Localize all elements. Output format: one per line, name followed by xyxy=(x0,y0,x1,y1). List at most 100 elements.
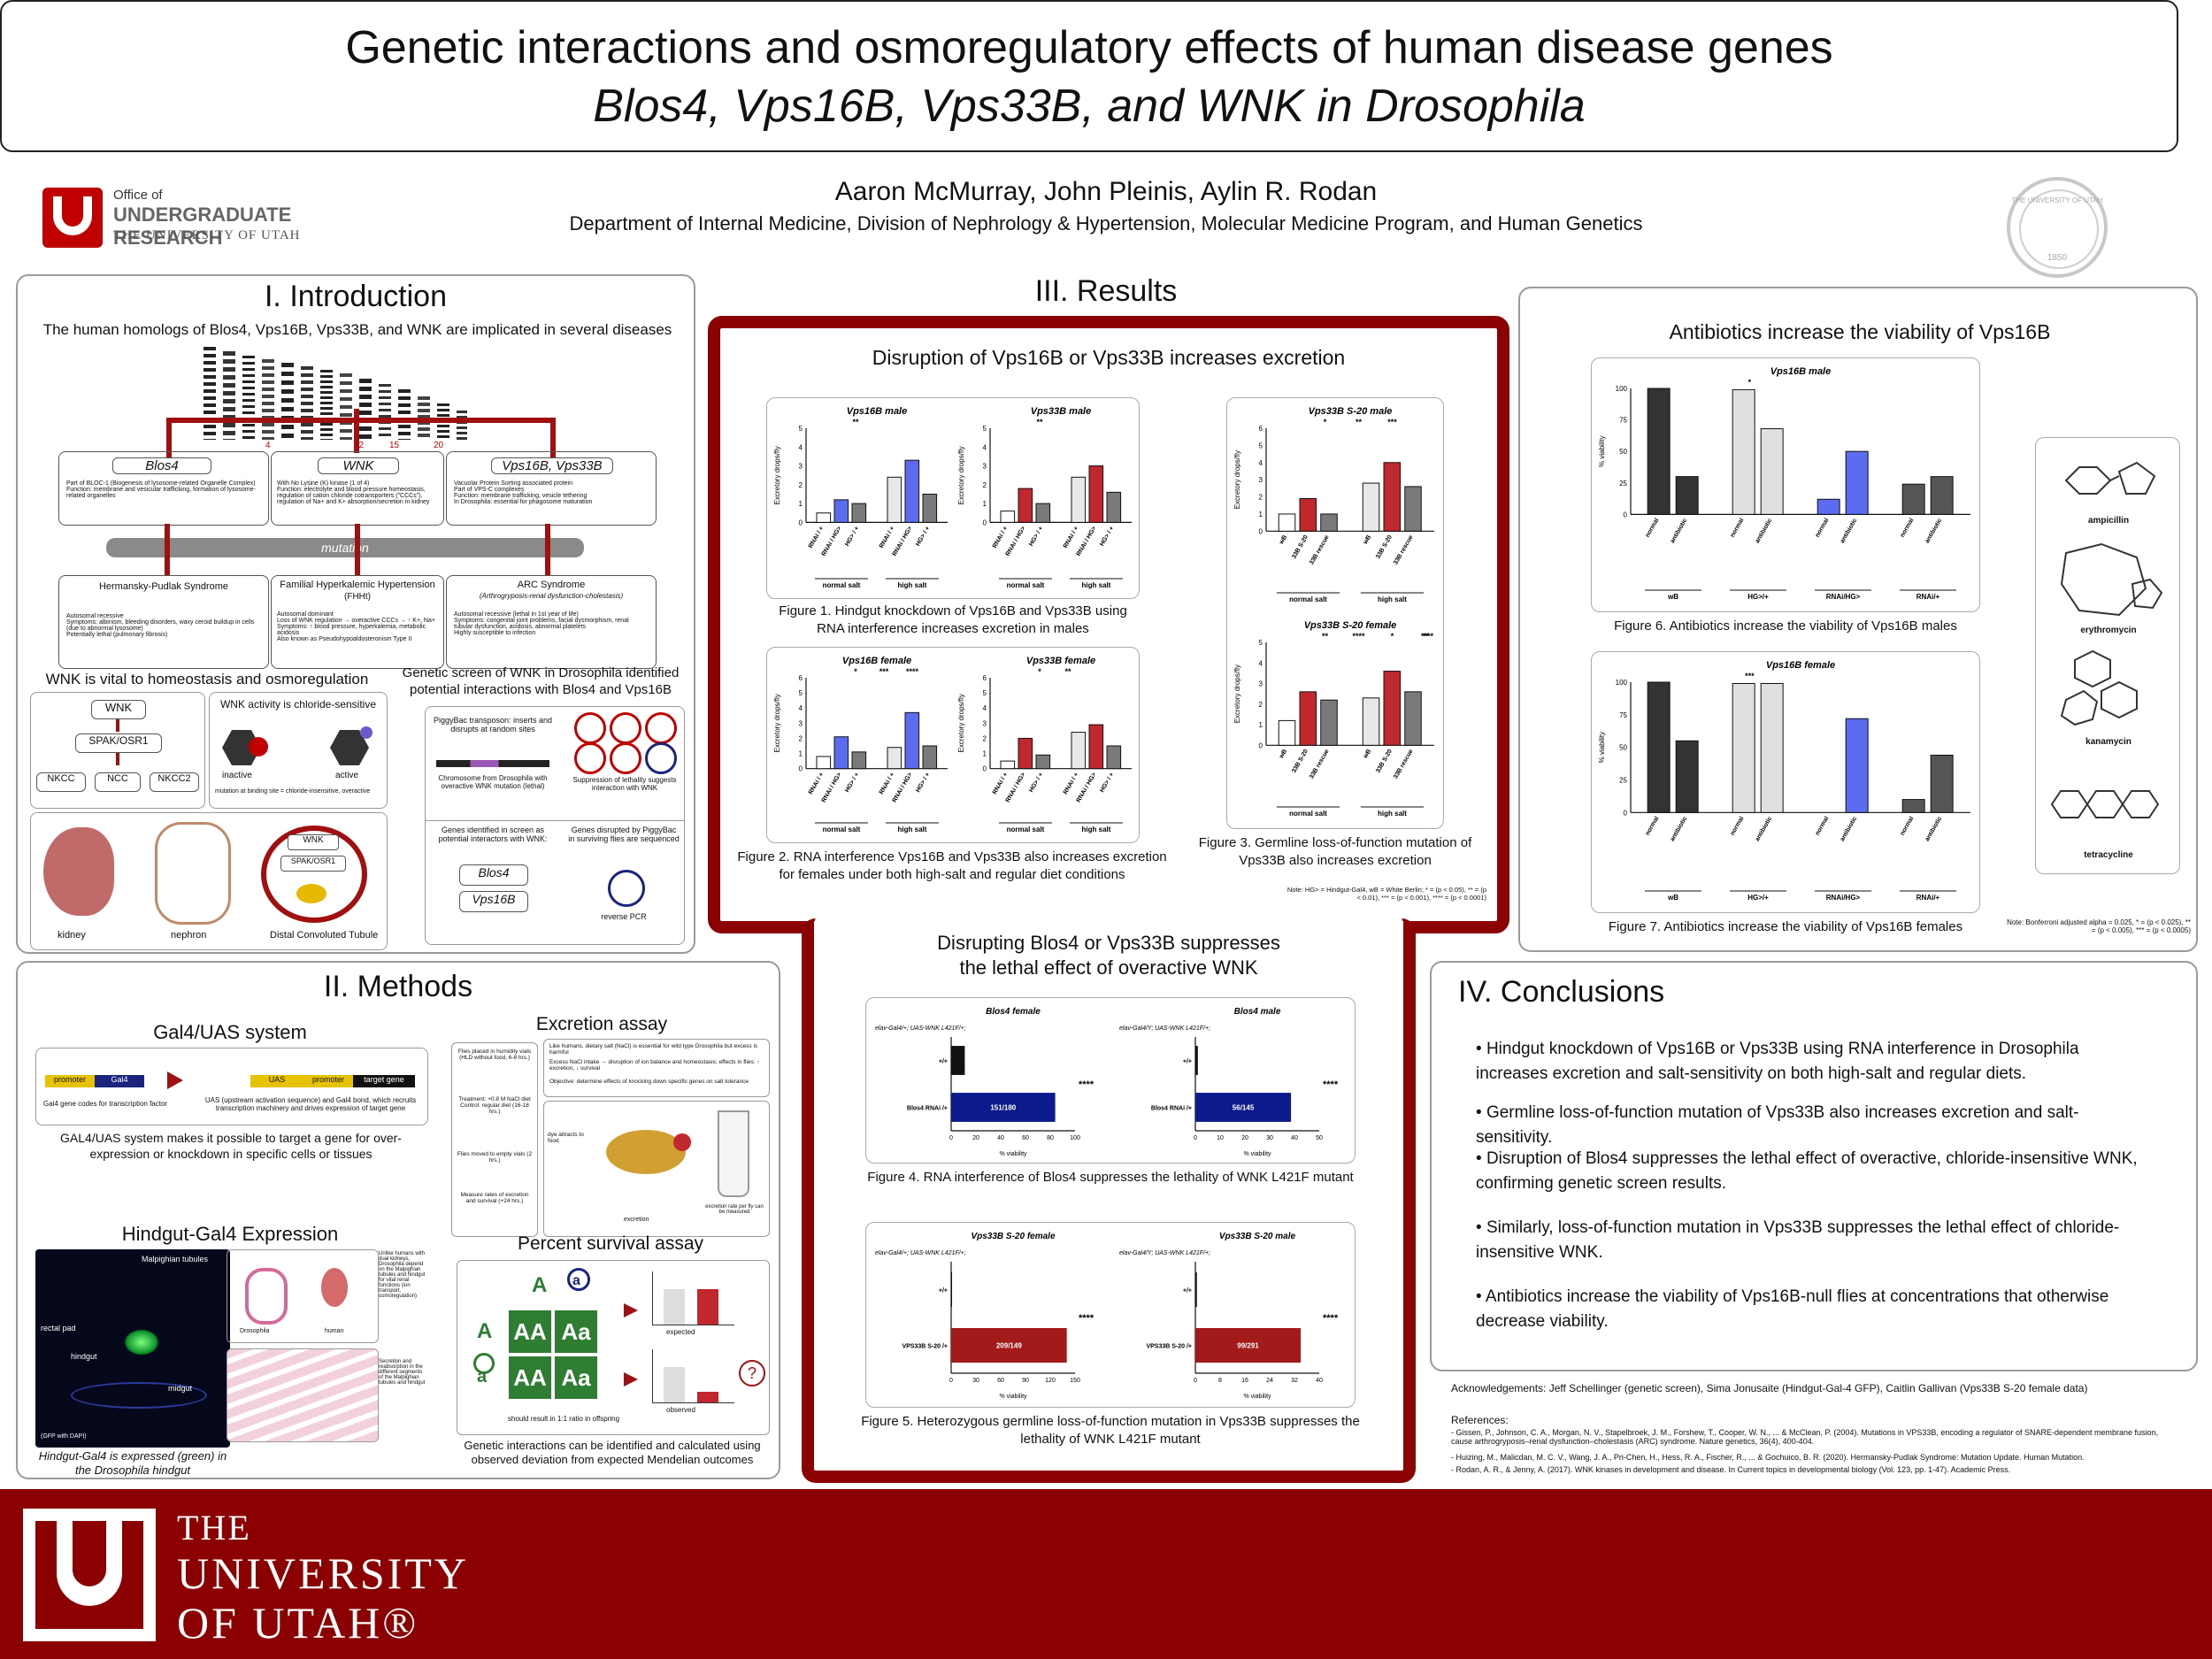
x-tick-label: HG> / + xyxy=(1099,772,1115,794)
category-label: VPS33B S-20 /+ xyxy=(902,1344,948,1350)
excretion-figure: dye attracts to food excretion excretion… xyxy=(543,1101,770,1237)
y-tick-label: 0 xyxy=(1624,511,1628,518)
punnett-cell-2: Aa xyxy=(555,1310,597,1353)
bar xyxy=(833,499,849,523)
bar xyxy=(1299,691,1317,746)
lethal-heading1: Disrupting Blos4 or Vps33B suppresses xyxy=(937,932,1280,954)
group-label: RNAi/HG> xyxy=(1826,593,1861,601)
tetracycline-structure xyxy=(2050,790,2160,818)
bar xyxy=(1362,697,1380,746)
y-tick-label: 3 xyxy=(1259,476,1263,484)
group-label: RNAi/+ xyxy=(1916,593,1940,601)
y-tick-label: 75 xyxy=(1619,711,1627,719)
excretion-steps: Flies placed in humidity vials (HLD with… xyxy=(451,1042,538,1237)
bar xyxy=(1320,513,1338,532)
expected-arrow-icon xyxy=(624,1303,638,1317)
y-axis-label: Excretory drops/fly xyxy=(773,694,781,752)
y-axis-label: % viability xyxy=(1598,732,1606,764)
gal4-caption: GAL4/UAS system makes it possible to tar… xyxy=(60,1131,402,1161)
significance-label: *** xyxy=(879,667,889,676)
y-tick-label: 5 xyxy=(1259,442,1263,449)
wnk-chloride-panel: WNK activity is chloride-sensitive inact… xyxy=(209,692,388,809)
tetracycline-label: tetracycline xyxy=(2084,850,2133,860)
significance-label: ** xyxy=(1036,418,1043,426)
kidney-label: kidney xyxy=(58,930,86,941)
disease-fhht-notes: Autosomal dominant Loss of WNK regulatio… xyxy=(277,611,435,642)
hindgut-image: Malpighian tubules rectal pad hindgut mi… xyxy=(35,1249,230,1448)
kidney-figure: WNK SPAK/OSR1 kidney nephron Distal Conv… xyxy=(30,812,388,950)
significance-label: *** xyxy=(1387,418,1397,426)
significance-label: ** xyxy=(1423,632,1430,641)
x-axis-label: % viability xyxy=(1243,1151,1271,1157)
ampicillin-structure xyxy=(2064,461,2156,495)
bar xyxy=(1071,476,1087,523)
y-tick-label: 5 xyxy=(799,425,803,433)
bar xyxy=(1320,699,1338,746)
office-line3: THE UNIVERSITY OF UTAH xyxy=(113,228,301,242)
x-tick-label: normal xyxy=(1815,518,1831,539)
disease-arc: ARC Syndrome xyxy=(517,580,586,590)
y-tick-label: 100 xyxy=(1616,385,1628,393)
bar xyxy=(1675,476,1699,515)
fig2-caption: Figure 2. RNA interference Vps16B and Vp… xyxy=(737,849,1167,882)
excretion-step1: Flies placed in humidity vials (HLD with… xyxy=(457,1048,532,1061)
antibiotic-structures: ampicillin erythromycin kanamycin tetrac… xyxy=(2035,437,2180,874)
office-line2: UNDERGRADUATE RESEARCH xyxy=(113,204,292,249)
survival-caption: Genetic interactions can be identified a… xyxy=(464,1439,761,1467)
bar xyxy=(1106,745,1122,770)
x-axis-label: % viability xyxy=(999,1394,1027,1400)
significance-label: * xyxy=(1324,418,1327,426)
bar xyxy=(1647,681,1671,813)
survival-title: Percent survival assay xyxy=(517,1233,704,1254)
question-icon: ? xyxy=(739,1360,765,1386)
chr-20: 20 xyxy=(434,441,444,450)
results-heading: III. Results xyxy=(1034,274,1178,308)
group-label: normal salt xyxy=(1007,581,1045,589)
punnett-left-A: A xyxy=(477,1319,493,1343)
hindgut-title: Hindgut-Gal4 Expression xyxy=(121,1223,339,1245)
x-tick-label: wB xyxy=(1362,749,1372,760)
x-tick-label: 100 xyxy=(1070,1135,1080,1141)
screen-box1: PiggyBac transposon: inserts and disrupt… xyxy=(433,716,553,733)
bar xyxy=(1901,799,1925,813)
bar xyxy=(1930,476,1954,515)
erythromycin-label: erythromycin xyxy=(2080,626,2137,635)
significance-label: * xyxy=(1038,667,1041,676)
nkcc-node: NKCC xyxy=(36,772,86,792)
excretion-label-exc: excretion xyxy=(624,1217,649,1223)
excretion-label-dye: dye attracts to food xyxy=(548,1132,584,1144)
x-tick-label: normal xyxy=(1645,518,1661,539)
results-excretion-panel: Disruption of Vps16B or Vps33B increases… xyxy=(720,328,1497,921)
conclusion-3: • Disruption of Blos4 suppresses the let… xyxy=(1476,1149,2138,1193)
y-tick-label: 1 xyxy=(983,500,987,508)
bar xyxy=(887,747,902,770)
x-tick-label: 33B S-20 xyxy=(1375,534,1394,560)
bar xyxy=(1901,483,1925,515)
fig3-note: Note: HG> = Hindgut-Gal4, wB = White Ber… xyxy=(1286,886,1486,902)
y-tick-label: 25 xyxy=(1619,480,1627,488)
office-line1: Office of xyxy=(113,188,163,203)
y-tick-label: 4 xyxy=(983,704,987,712)
bar xyxy=(1000,511,1016,523)
ncc-node: NCC xyxy=(95,772,141,792)
y-tick-label: 2 xyxy=(1259,494,1263,502)
x-tick-label: 33B S-20 xyxy=(1291,534,1310,560)
significance-label: ** xyxy=(852,418,859,426)
hindgut-caption: Hindgut-Gal4 is expressed (green) in the… xyxy=(38,1449,227,1478)
fig5b-chart: Vps33B S-20 male elav-Gal4/Y; UAS-WNK L42… xyxy=(1119,1232,1339,1400)
bar xyxy=(1760,428,1784,515)
y-tick-label: 5 xyxy=(1259,639,1263,647)
bar xyxy=(1278,513,1296,532)
category-label: +/+ xyxy=(1183,1059,1192,1065)
group-label: high salt xyxy=(1378,810,1407,818)
conclusion-5-text: Antibiotics increase the viability of Vp… xyxy=(1476,1287,2109,1331)
fly-eye-icon xyxy=(673,1133,691,1151)
conclusion-2: • Germline loss-of-function mutation of … xyxy=(1476,1103,2079,1147)
bar xyxy=(1035,503,1051,523)
disease-arc-notes: Autosomal recessive (lethal in 1st year … xyxy=(454,611,629,636)
bar xyxy=(1732,682,1755,813)
legend-title: elav-Gal4/+; UAS-WNK L421F/+; xyxy=(875,1025,966,1032)
x-tick-label: HG> / + xyxy=(844,772,860,794)
x-tick-label: RNAi / + xyxy=(808,526,826,549)
fig4-caption: Figure 4. RNA interference of Blos4 supp… xyxy=(867,1170,1354,1185)
